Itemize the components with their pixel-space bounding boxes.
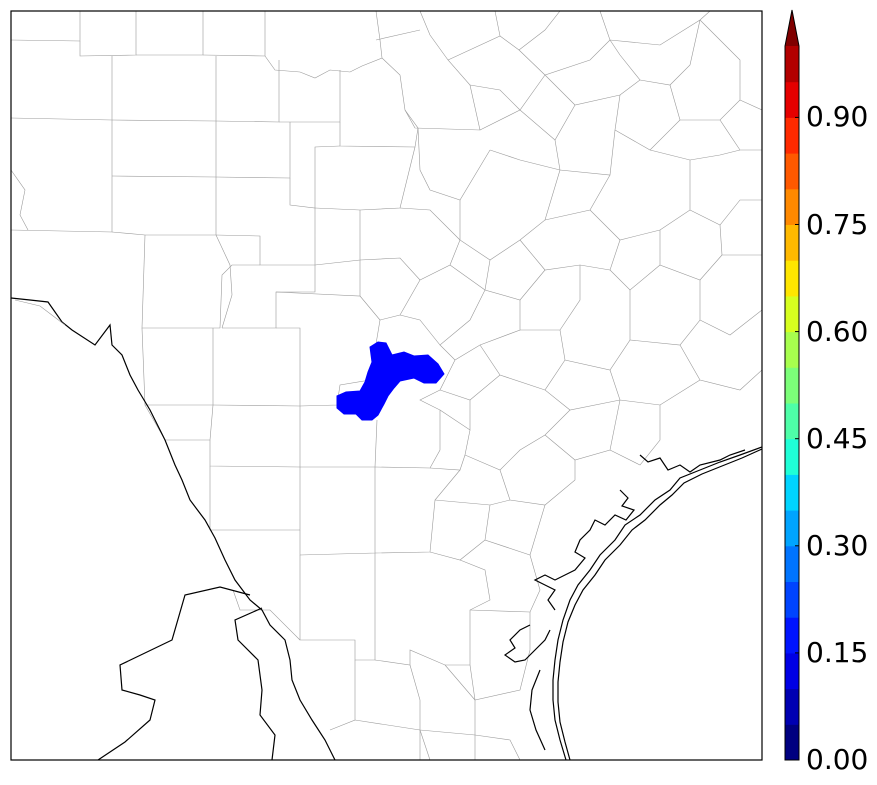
colorbar-segment (785, 403, 799, 440)
colorbar-segment (785, 117, 799, 154)
colorbar-segment (785, 474, 799, 511)
colorbar-tick-label: 0.45 (806, 421, 869, 455)
colorbar-extend-arrow (785, 10, 799, 46)
colorbar-tick-label: 0.75 (806, 207, 869, 241)
colorbar-segment (785, 724, 799, 761)
colorbar-segment (785, 260, 799, 297)
colorbar (784, 9, 800, 761)
gulf-coastline (503, 446, 762, 760)
colorbar-segment (785, 153, 799, 190)
colorbar-tick-label: 0.30 (806, 528, 869, 562)
colorbar-segment (785, 367, 799, 404)
colorbar-segment (785, 188, 799, 225)
border-lines (11, 297, 336, 760)
colorbar-segment (785, 688, 799, 725)
map-frame (10, 10, 763, 761)
county-boundaries (11, 11, 762, 760)
colorbar-segment (785, 617, 799, 654)
colorbar-segment (785, 224, 799, 261)
colorbar-tick-label: 0.90 (806, 100, 869, 134)
colorbar-tick-label: 0.15 (806, 635, 869, 669)
colorbar-segment (785, 331, 799, 368)
colorbar-segment (785, 545, 799, 582)
colorbar-segment (785, 652, 799, 690)
colorbar-tick-label: 0.60 (806, 314, 869, 348)
colorbar-segment (785, 438, 799, 475)
colorbar-segment (785, 81, 799, 118)
colorbar-segment (785, 46, 799, 83)
colorbar-segment (785, 510, 799, 547)
highlight-region (336, 341, 445, 421)
colorbar-segment (785, 581, 799, 618)
map-layer (11, 11, 762, 760)
colorbar-tick-label: 0.00 (806, 743, 869, 776)
colorbar-segment (785, 295, 799, 333)
